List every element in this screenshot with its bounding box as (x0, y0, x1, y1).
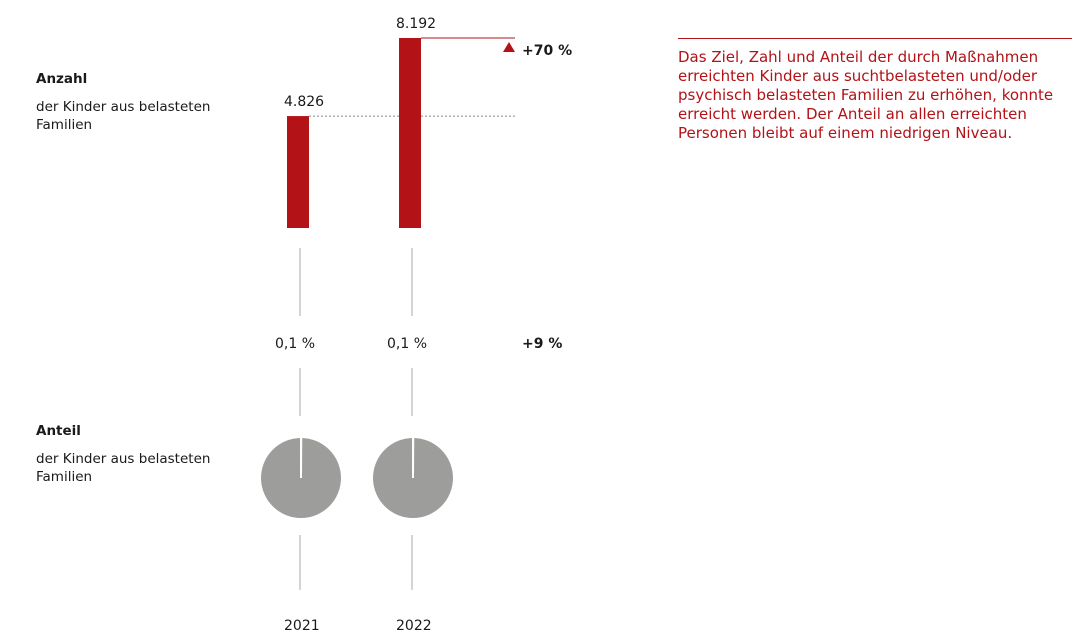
change-label: +70 % (522, 43, 572, 59)
bar (399, 38, 421, 228)
bar (287, 116, 309, 228)
value-label: 0,1 % (387, 336, 427, 352)
value-label: 4.826 (284, 94, 324, 110)
value-label: 8.192 (396, 16, 436, 32)
category-label: 2022 (396, 618, 432, 633)
pie-title: Anteil (36, 423, 81, 439)
change-label: +9 % (522, 336, 562, 352)
category-label: 2021 (284, 618, 320, 633)
value-label: 0,1 % (275, 336, 315, 352)
bar-title: Anzahl (36, 71, 88, 87)
note: Das Ziel, Zahl und Anteil der durch Maßn… (678, 38, 1072, 143)
pie-legend: Anteil der Kinder aus belasteten Familie… (36, 422, 226, 486)
up-triangle (503, 42, 515, 52)
bar-legend: Anzahl der Kinder aus belasteten Familie… (36, 70, 226, 134)
bar-subtitle: der Kinder aus belasteten Familien (36, 99, 211, 133)
pie-subtitle: der Kinder aus belasteten Familien (36, 451, 211, 485)
